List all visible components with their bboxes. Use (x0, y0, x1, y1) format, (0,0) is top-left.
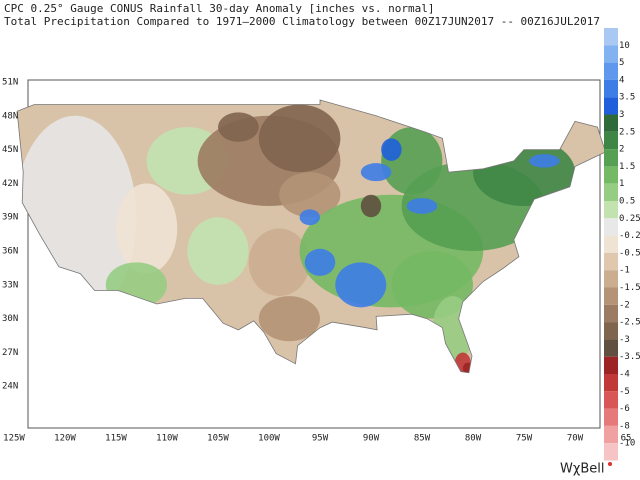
legend-swatch (604, 131, 618, 150)
legend-label: 4 (619, 75, 624, 85)
lon-label: 75W (516, 434, 533, 444)
anomaly-region (258, 296, 320, 342)
us-border (16, 99, 607, 374)
lat-label: 33N (2, 280, 18, 290)
anomaly-region (279, 172, 341, 218)
legend-swatch (604, 270, 618, 288)
legend-swatch (604, 45, 618, 63)
legend-label: -1.5 (619, 283, 640, 293)
legend-label: 10 (619, 41, 630, 51)
lat-label: 42N (2, 179, 18, 189)
legend-label: 0.5 (619, 197, 635, 207)
anomaly-region (248, 228, 310, 297)
legend-label: 1.5 (619, 162, 635, 172)
legend-swatch (604, 322, 618, 340)
legend-label: -8 (619, 421, 630, 431)
legend-swatch (604, 425, 618, 444)
legend-swatch (604, 166, 618, 184)
lon-label: 110W (156, 434, 178, 444)
lon-label: 120W (54, 434, 76, 444)
anomaly-region (218, 112, 259, 142)
legend-swatch (604, 201, 618, 219)
anomaly-region (304, 248, 336, 276)
legend-label: -3 (619, 335, 630, 345)
legend-swatch (604, 339, 618, 357)
legend-swatch (604, 28, 618, 46)
anomaly-region (406, 198, 438, 214)
anomaly-region (335, 262, 387, 308)
anomaly-region (381, 127, 443, 195)
lon-label: 80W (465, 434, 482, 444)
legend-swatch (604, 356, 618, 374)
legend-label: -0.2 (619, 231, 640, 241)
anomaly-region (187, 217, 249, 285)
lon-label: 115W (105, 434, 127, 444)
lon-label: 85W (414, 434, 431, 444)
subtitle: Total Precipitation Compared to 1971–200… (4, 15, 600, 28)
lat-label: 36N (2, 247, 18, 257)
lon-label: 95W (312, 434, 329, 444)
legend-swatch (604, 235, 618, 253)
legend-label: -4 (619, 370, 630, 380)
lat-label: 30N (2, 314, 18, 324)
brand-dot (608, 462, 612, 466)
brand-logo: WχBell (560, 462, 605, 477)
legend-label: 3 (619, 110, 624, 120)
lon-label: 100W (258, 434, 280, 444)
legend-label: 1 (619, 179, 624, 189)
lon-label: 65 (621, 434, 632, 444)
anomaly-region (360, 163, 392, 182)
legend-swatch (604, 304, 618, 323)
lat-label: 24N (2, 382, 18, 392)
legend-label: -6 (619, 404, 630, 414)
title: CPC 0.25° Gauge CONUS Rainfall 30-day An… (4, 2, 434, 15)
lat-label: 27N (2, 348, 18, 358)
legend-swatch (604, 408, 618, 426)
legend-label: 2.5 (619, 127, 635, 137)
legend-swatch (604, 97, 618, 115)
legend-label: -1 (619, 266, 630, 276)
lat-label: 51N (2, 78, 18, 88)
anomaly-region (381, 138, 402, 161)
legend-swatch (604, 443, 618, 461)
legend-label: -3.5 (619, 352, 640, 362)
legend-swatch (604, 149, 618, 167)
legend-label: -10 (619, 439, 635, 449)
anomaly-region (360, 194, 382, 218)
legend-swatch (604, 391, 618, 409)
legend-swatch (604, 183, 618, 201)
legend-label: 3.5 (619, 93, 635, 103)
legend-swatch (604, 79, 618, 98)
lat-label: 39N (2, 213, 18, 223)
anomaly-region (299, 209, 320, 226)
legend-label: -2 (619, 300, 630, 310)
legend-label: -5 (619, 387, 630, 397)
legend-swatch (604, 287, 618, 305)
lon-label: 90W (363, 434, 380, 444)
legend-label: 5 (619, 58, 624, 68)
legend-swatch (604, 374, 618, 392)
legend-swatch (604, 62, 618, 80)
anomaly-region (258, 104, 341, 173)
lon-label: 125W (3, 434, 25, 444)
lon-label: 70W (567, 434, 584, 444)
legend-swatch (604, 252, 618, 271)
legend-swatch (604, 218, 618, 236)
lat-label: 45N (2, 145, 18, 155)
legend-label: -2.5 (619, 318, 640, 328)
lon-label: 105W (207, 434, 229, 444)
lat-label: 48N (2, 111, 18, 121)
anomaly-region (529, 154, 560, 168)
legend-label: -0.5 (619, 248, 640, 258)
anomaly-region (116, 183, 178, 274)
legend-label: 0.25 (619, 214, 640, 224)
legend-swatch (604, 114, 618, 132)
legend-label: 2 (619, 145, 624, 155)
